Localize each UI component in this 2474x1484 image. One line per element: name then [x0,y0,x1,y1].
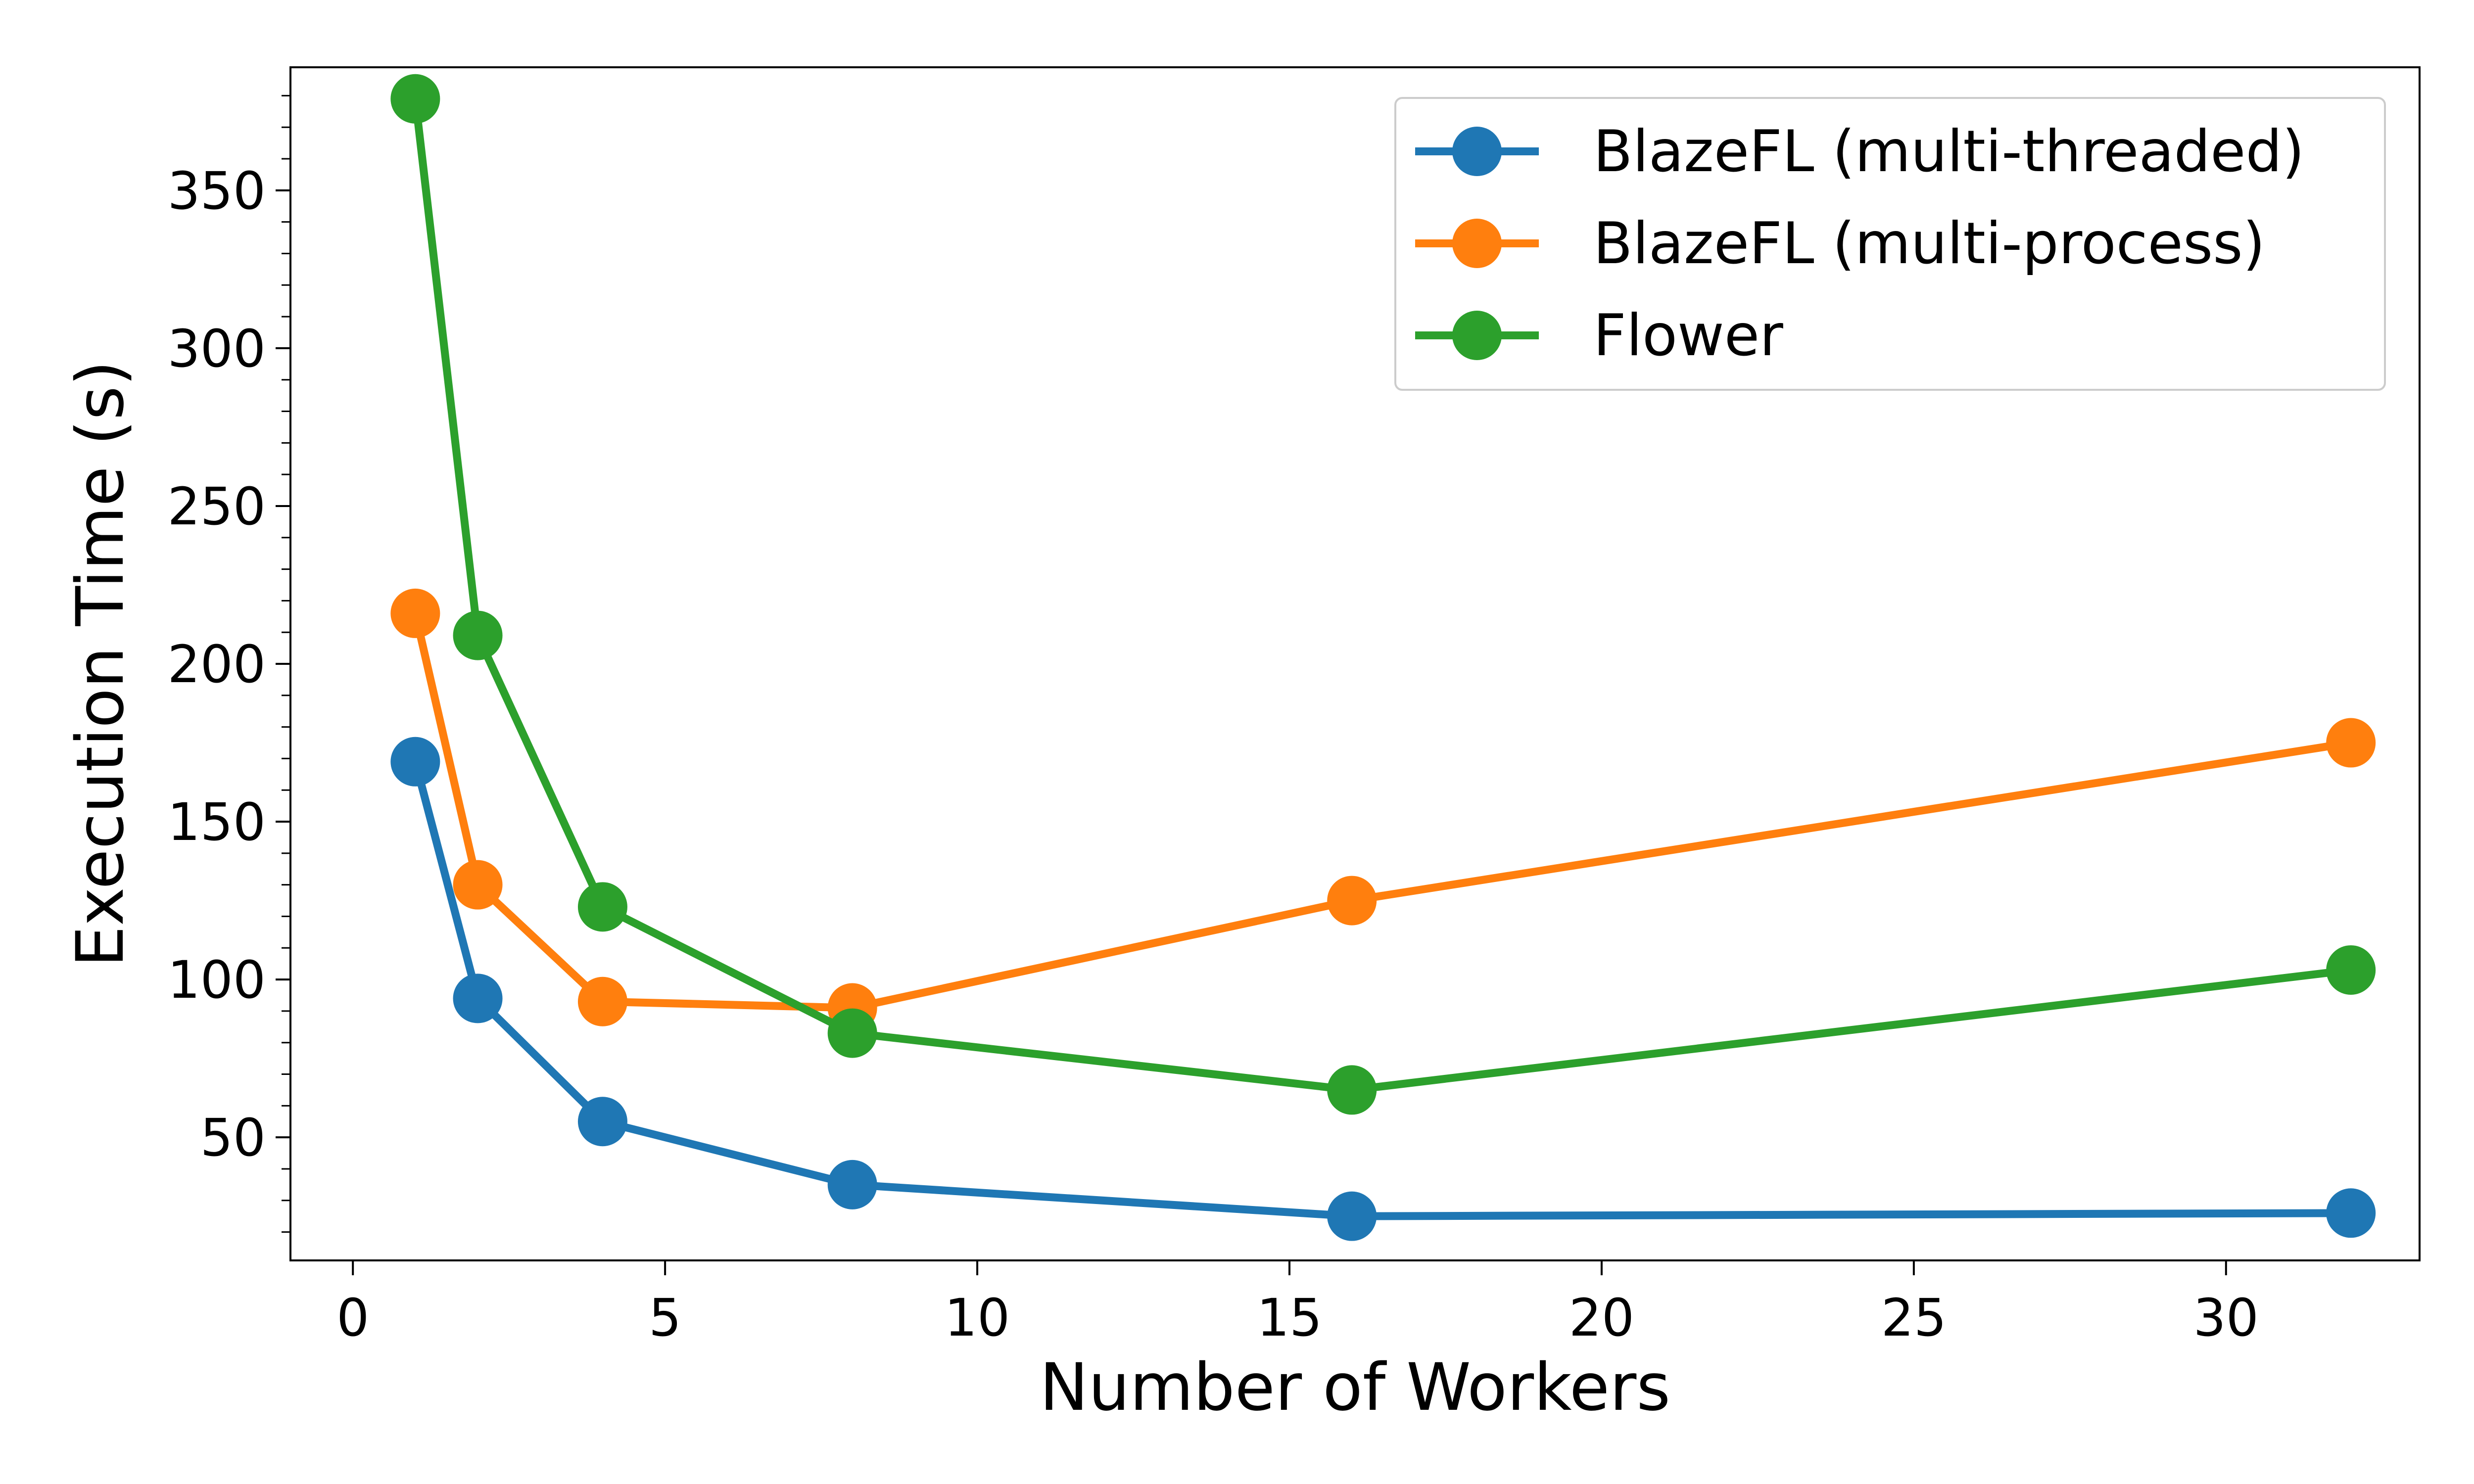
series-layer [390,74,2376,1241]
series-2 [390,74,2376,1115]
y-tick-label: 350 [167,161,266,221]
data-point [453,860,503,910]
legend-label: BlazeFL (multi-process) [1593,210,2265,277]
data-point [827,1008,877,1058]
y-tick-label: 250 [167,476,266,537]
data-point [1327,876,1377,926]
x-tick-label: 20 [1569,1288,1634,1348]
data-point [390,737,440,787]
data-point [453,610,503,660]
data-point [577,1097,627,1147]
data-point [1327,1065,1377,1115]
x-axis-title: Number of Workers [1040,1349,1670,1426]
data-point [2326,1188,2376,1238]
x-tick-label: 10 [945,1288,1010,1348]
legend-box [1394,97,2386,391]
x-tick-label: 0 [336,1288,369,1348]
data-point [453,974,503,1023]
legend-marker [1452,127,1502,176]
x-axis-ticks: 0 5 10 15 20 25 30 [336,1260,2259,1348]
x-tick-label: 30 [2193,1288,2259,1348]
y-tick-label: 100 [167,950,266,1010]
x-tick-label: 5 [649,1288,681,1348]
legend-item: BlazeFL (multi-process) [1415,210,2265,277]
legend-label: Flower [1593,302,1783,369]
x-tick-label: 15 [1257,1288,1322,1348]
legend-item: BlazeFL (multi-threaded) [1415,118,2304,185]
data-point [390,588,440,638]
y-tick-label: 200 [167,634,266,695]
y-minor-ticks [282,94,290,1233]
series-1 [390,588,2376,1033]
series-0 [390,737,2376,1241]
legend: BlazeFL (multi-threaded) BlazeFL (multi-p… [1394,97,2386,391]
data-point [577,882,627,932]
x-tick-label: 25 [1881,1288,1947,1348]
legend-marker [1452,219,1502,268]
data-point [2326,945,2376,995]
y-axis-ticks: 50 100 150 200 250 300 350 [167,161,290,1168]
series-line [411,98,2352,1094]
y-tick-label: 150 [167,792,266,852]
data-point [827,1159,877,1209]
legend-label: BlazeFL (multi-threaded) [1593,118,2304,185]
series-line [411,760,2351,1220]
data-point [577,976,627,1026]
legend-item: Flower [1415,302,1783,369]
data-point [2326,718,2376,768]
data-point [1327,1191,1377,1241]
data-point [390,74,440,124]
y-axis-title: Execution Time (s) [62,361,139,967]
y-tick-label: 300 [167,319,266,379]
legend-marker [1452,311,1502,360]
y-tick-label: 50 [200,1108,266,1168]
series-line [411,612,2352,1012]
